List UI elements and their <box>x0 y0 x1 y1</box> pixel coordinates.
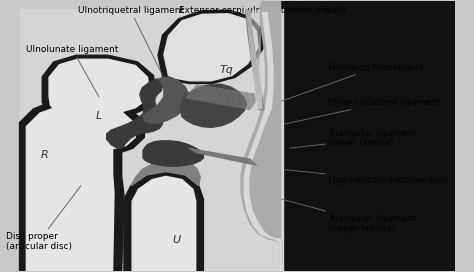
Polygon shape <box>281 1 456 271</box>
Text: Ulnar collateral ligament: Ulnar collateral ligament <box>285 98 441 124</box>
Polygon shape <box>244 13 282 271</box>
Text: U: U <box>172 235 180 245</box>
Polygon shape <box>49 59 149 115</box>
Text: Ulnolunate ligament: Ulnolunate ligament <box>27 45 118 97</box>
Polygon shape <box>164 14 258 81</box>
Text: Tq: Tq <box>219 65 233 75</box>
Text: Meniscus homologue: Meniscus homologue <box>282 63 424 101</box>
Polygon shape <box>143 141 203 166</box>
Polygon shape <box>124 172 203 271</box>
Polygon shape <box>241 1 282 271</box>
Text: Disc proper
(articular disc): Disc proper (articular disc) <box>6 186 81 251</box>
Text: Ligamentum subcruentum: Ligamentum subcruentum <box>285 170 448 185</box>
Polygon shape <box>19 98 145 271</box>
Polygon shape <box>42 55 156 119</box>
Text: Triangular ligament
(upper lamina): Triangular ligament (upper lamina) <box>282 199 416 233</box>
Text: R: R <box>41 150 48 160</box>
Polygon shape <box>107 79 163 148</box>
Polygon shape <box>246 10 264 110</box>
Polygon shape <box>132 176 196 271</box>
Text: Ulnotriquetral ligament: Ulnotriquetral ligament <box>78 6 184 75</box>
Text: Triangular ligament
(lower lamina): Triangular ligament (lower lamina) <box>290 129 416 149</box>
Polygon shape <box>181 84 246 127</box>
Polygon shape <box>158 10 264 84</box>
Polygon shape <box>143 77 189 123</box>
Polygon shape <box>131 160 200 186</box>
Polygon shape <box>27 104 135 271</box>
Polygon shape <box>19 10 283 271</box>
Text: Extensor carpi ulnaris tendon sheath: Extensor carpi ulnaris tendon sheath <box>179 6 346 70</box>
Text: L: L <box>96 111 102 121</box>
